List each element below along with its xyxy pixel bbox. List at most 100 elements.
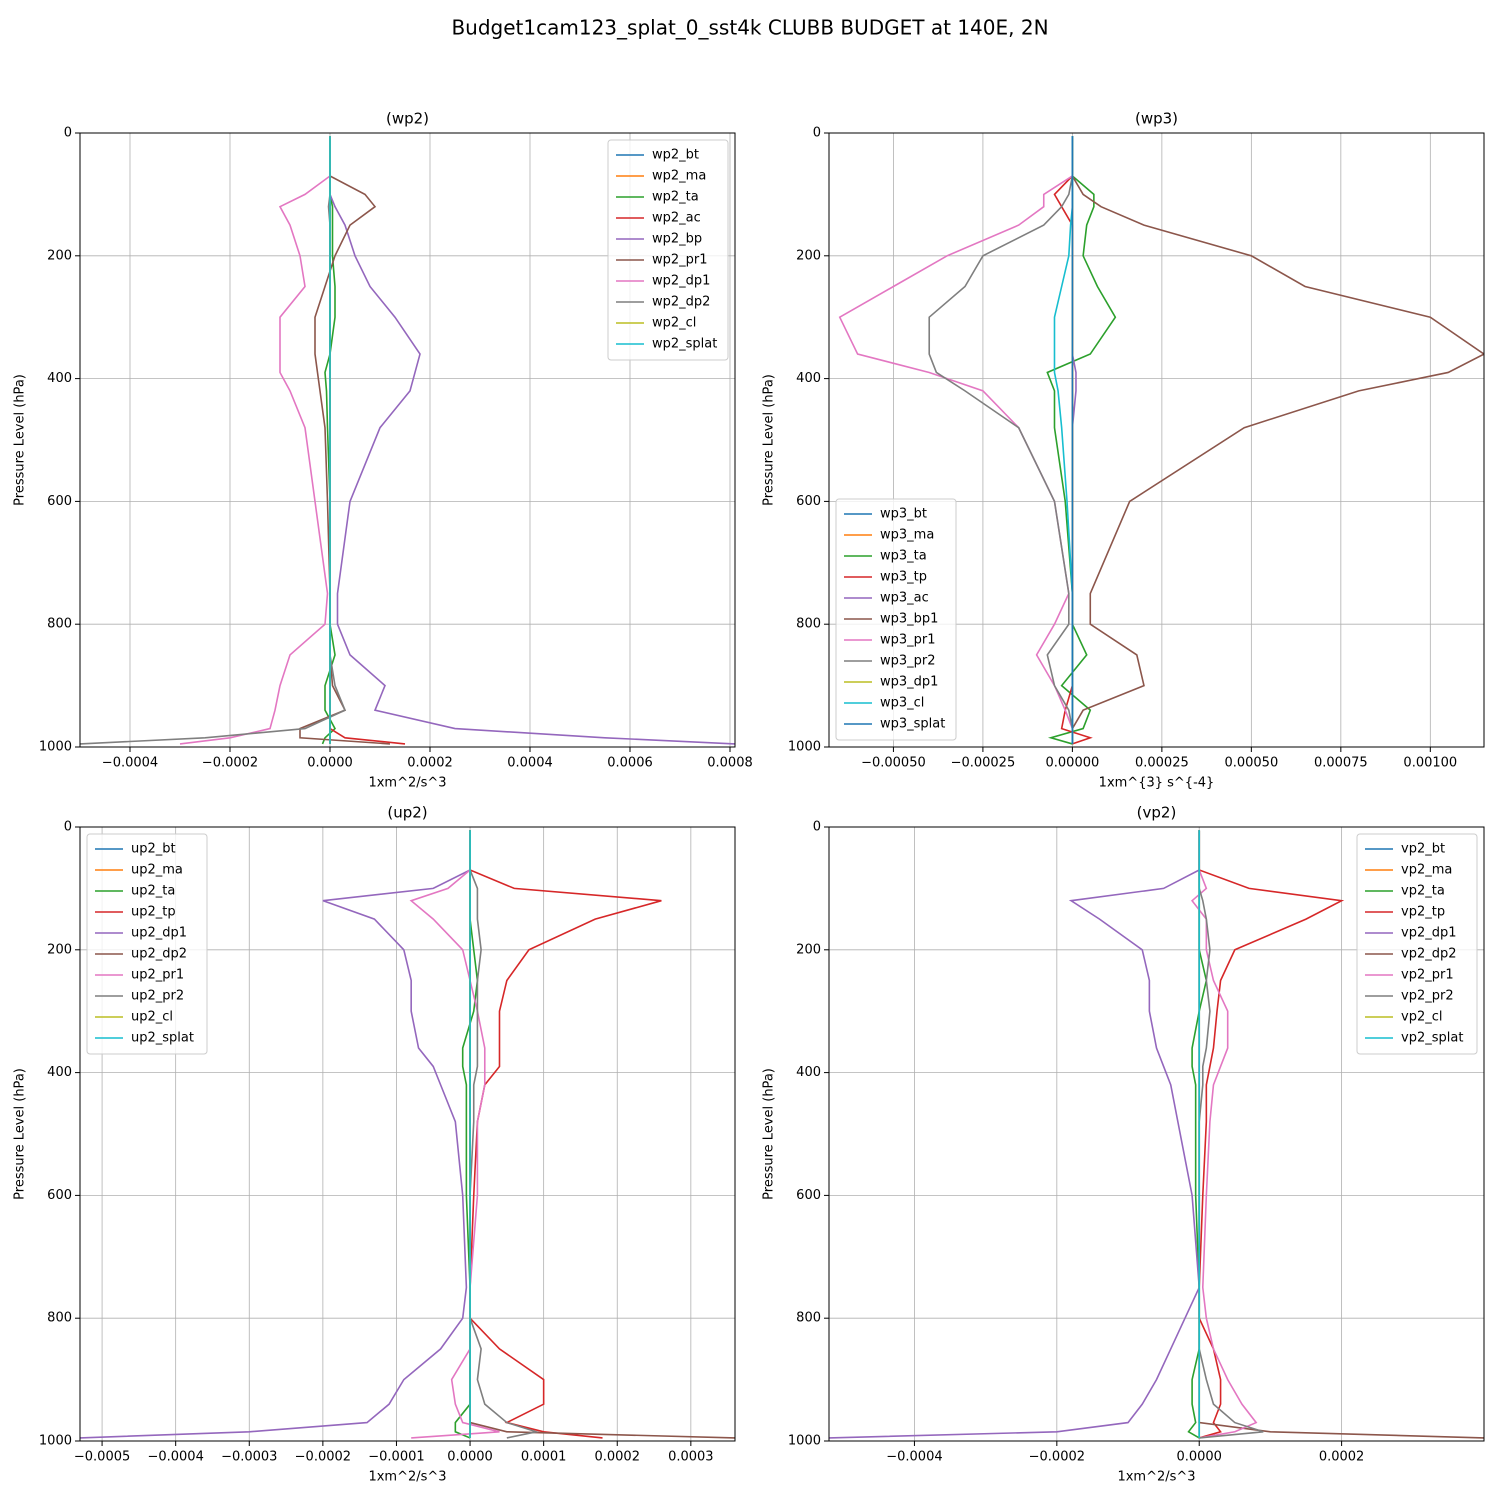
- x-tick-label: 0.00100: [1403, 756, 1457, 771]
- legend-box: [1356, 833, 1478, 1055]
- legend: vp2_bt vp2_ma vp2_ta vp2_tp vp2_dp1 vp2_dp2vp…: [1356, 833, 1478, 1055]
- series-line: [469, 830, 735, 1439]
- subplot: −0.0004 −0.0002 0.0000 0.0002 0 200 400 600 800 1…: [762, 804, 1485, 1485]
- y-tick-label: 200: [47, 942, 72, 957]
- subplot-title: (wp3): [1135, 110, 1178, 128]
- subplot: −0.00050 −0.00025 0.00000 0.00025 0.00050 0.0…: [762, 110, 1485, 791]
- series-line: [329, 136, 735, 745]
- subplot: −0.0005 −0.0004 −0.0003 −0.0002 −0.0001 0.000…: [13, 804, 736, 1485]
- legend-label: vp2_ma: [1401, 863, 1452, 878]
- series-line: [1053, 136, 1074, 744]
- x-tick-label: −0.0002: [295, 1450, 351, 1465]
- series-line: [1191, 830, 1258, 1439]
- legend-label: wp2_dp2: [652, 295, 710, 310]
- legend-box: [835, 498, 957, 741]
- x-tick-label: 0.0000: [1176, 1450, 1222, 1465]
- subplot-title: (vp2): [1137, 804, 1177, 822]
- x-tick-label: −0.0003: [221, 1450, 277, 1465]
- y-tick-label: 1000: [788, 740, 821, 755]
- x-axis-label: 1xm^{3} s^{-4}: [1099, 776, 1215, 791]
- series-line: [1198, 830, 1345, 1439]
- x-tick-label: 0.0002: [1319, 1450, 1365, 1465]
- series-line: [469, 830, 662, 1439]
- legend-label: up2_splat: [131, 1031, 194, 1046]
- y-tick-label: 0: [813, 820, 821, 835]
- series-line: [928, 136, 1074, 744]
- series-line: [80, 136, 347, 745]
- legend-label: vp2_ta: [1401, 884, 1445, 899]
- x-tick-label: −0.00050: [861, 756, 926, 771]
- series-line: [1046, 136, 1117, 745]
- y-tick-label: 200: [796, 248, 821, 263]
- plot-frame: [79, 132, 736, 748]
- subplot: −0.0004 −0.0002 0.0000 0.0002 0.0004 0.0006 0.…: [13, 110, 753, 791]
- legend-label: wp2_dp1: [652, 274, 710, 289]
- y-tick-label: 200: [796, 942, 821, 957]
- legend-label: wp3_ac: [880, 591, 929, 606]
- x-tick-label: 0.00075: [1314, 756, 1368, 771]
- y-tick-label: 1000: [39, 1434, 72, 1449]
- x-tick-label: −0.0004: [102, 756, 158, 771]
- series-line: [1071, 136, 1484, 744]
- subplot-title: (wp2): [386, 110, 429, 128]
- x-tick-label: 0.0008: [707, 756, 753, 771]
- legend-label: wp3_ma: [880, 528, 934, 543]
- x-tick-label: 0.0002: [407, 756, 453, 771]
- y-tick-label: 800: [796, 1311, 821, 1326]
- x-tick-label: −0.0004: [886, 1450, 942, 1465]
- y-tick-label: 400: [796, 371, 821, 386]
- y-tick-label: 600: [47, 494, 72, 509]
- legend-label: vp2_pr2: [1401, 989, 1454, 1004]
- legend-label: wp2_splat: [652, 337, 717, 352]
- x-tick-label: 0.0004: [507, 756, 553, 771]
- y-tick-label: 1000: [39, 740, 72, 755]
- x-tick-label: −0.0002: [1029, 1450, 1085, 1465]
- x-tick-label: 0.0001: [521, 1450, 567, 1465]
- y-tick-label: 600: [796, 1188, 821, 1203]
- series-line: [454, 830, 479, 1439]
- x-axis-label: 1xm^2/s^3: [1117, 1470, 1195, 1485]
- legend-label: up2_ma: [131, 863, 183, 878]
- y-axis-label: Pressure Level (hPa): [13, 374, 28, 506]
- y-tick-label: 400: [796, 1065, 821, 1080]
- legend-label: wp2_bp: [652, 232, 702, 247]
- y-tick-label: 0: [813, 126, 821, 141]
- series-line: [1198, 830, 1264, 1439]
- legend-label: wp2_cl: [652, 316, 696, 331]
- y-tick-label: 0: [64, 820, 72, 835]
- x-tick-label: −0.0001: [368, 1450, 424, 1465]
- legend: up2_bt up2_ma up2_ta up2_tp up2_dp1 up2_dp2up…: [86, 833, 208, 1055]
- y-axis-label: Pressure Level (hPa): [13, 1068, 28, 1200]
- legend-label: up2_bt: [131, 842, 176, 857]
- legend-label: wp2_pr1: [652, 253, 708, 268]
- y-tick-label: 200: [47, 248, 72, 263]
- legend: wp2_bt wp2_ma wp2_ta wp2_ac wp2_bp wp2_pr1 wp2…: [607, 139, 729, 361]
- legend-label: wp3_bt: [880, 507, 927, 522]
- x-axis-label: 1xm^2/s^3: [368, 1470, 446, 1485]
- legend: wp3_bt wp3_ma wp3_ta wp3_tp wp3_ac wp3_bp1 wp3…: [835, 498, 957, 741]
- x-tick-label: −0.0005: [74, 1450, 130, 1465]
- y-tick-label: 800: [47, 1311, 72, 1326]
- series-line: [80, 830, 471, 1439]
- x-axis-label: 1xm^2/s^3: [368, 776, 446, 791]
- y-tick-label: 800: [47, 617, 72, 632]
- legend-label: up2_tp: [131, 905, 176, 920]
- legend-label: up2_pr1: [131, 968, 184, 983]
- legend-label: up2_ta: [131, 884, 175, 899]
- x-tick-label: 0.00050: [1224, 756, 1278, 771]
- plot-frame: [79, 826, 736, 1442]
- y-tick-label: 800: [796, 617, 821, 632]
- series-line: [829, 830, 1201, 1439]
- y-tick-label: 600: [796, 494, 821, 509]
- legend-label: up2_dp1: [131, 926, 187, 941]
- legend-label: vp2_splat: [1401, 1031, 1463, 1046]
- subplot-title: (up2): [387, 804, 427, 822]
- series-line: [321, 136, 337, 745]
- series-line: [409, 830, 500, 1439]
- legend-label: wp3_splat: [880, 717, 945, 732]
- legend-label: wp2_bt: [652, 148, 699, 163]
- legend-label: wp3_pr2: [880, 654, 936, 669]
- x-tick-label: −0.0004: [147, 1450, 203, 1465]
- series-line: [179, 136, 331, 745]
- legend-label: wp3_bp1: [880, 612, 938, 627]
